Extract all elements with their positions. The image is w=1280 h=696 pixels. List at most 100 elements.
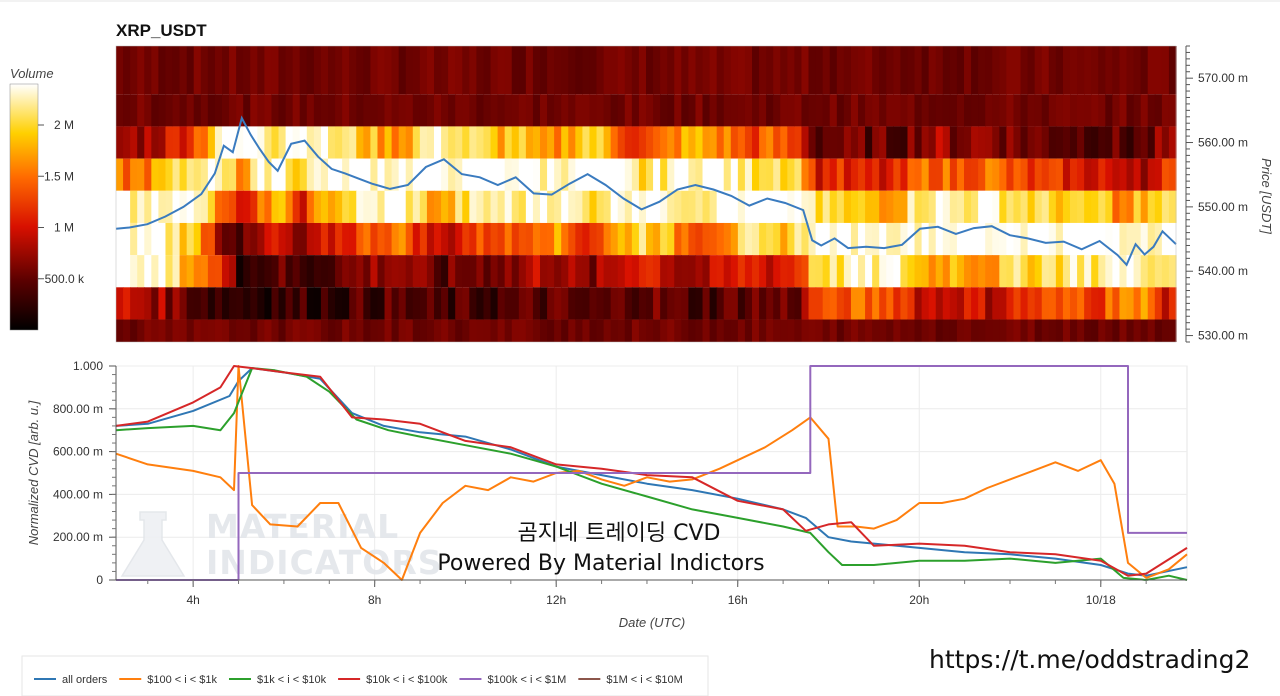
heatmap-cell	[886, 287, 894, 320]
heatmap-cell	[243, 94, 251, 127]
heatmap-cell	[1062, 126, 1071, 159]
heatmap-cell	[1055, 319, 1064, 342]
heatmap-cell	[992, 222, 1000, 256]
heatmap-cell	[596, 158, 605, 191]
heatmap-cell	[759, 94, 767, 127]
heatmap-cell	[497, 190, 506, 223]
price-tick-label: 530.00 m	[1198, 329, 1248, 343]
heatmap-cell	[808, 126, 817, 159]
heatmap-cell	[843, 46, 852, 95]
heatmap-cell	[151, 222, 159, 256]
heatmap-cell	[299, 255, 308, 288]
heatmap-cell	[667, 190, 675, 223]
heatmap-cell	[1140, 94, 1149, 127]
heatmap-cell	[674, 158, 682, 191]
heatmap-cell	[893, 255, 901, 288]
heatmap-cell	[971, 319, 979, 342]
heatmap-cell	[674, 222, 682, 256]
heatmap-cell	[836, 190, 845, 223]
heatmap-cell	[561, 222, 569, 256]
heatmap-cell	[787, 190, 795, 223]
heatmap-cell	[419, 46, 428, 95]
heatmap-cell	[914, 222, 923, 256]
heatmap-cell	[646, 46, 654, 95]
heatmap-cell	[836, 319, 845, 342]
heatmap-cell	[893, 287, 901, 320]
heatmap-cells	[116, 46, 1177, 342]
heatmap-cell	[158, 222, 167, 256]
heatmap-cell	[1034, 126, 1043, 159]
heatmap-cell	[773, 126, 781, 159]
heatmap-cell	[1070, 190, 1078, 223]
heatmap-cell	[964, 94, 972, 127]
heatmap-cell	[744, 319, 753, 342]
heatmap-cell	[935, 46, 944, 95]
heatmap-cell	[603, 158, 612, 191]
heatmap-cell	[214, 319, 223, 342]
heatmap-cell	[455, 94, 463, 127]
heatmap-cell	[992, 94, 1000, 127]
heatmap-cell	[264, 319, 273, 342]
heatmap-cell	[907, 255, 916, 288]
heatmap-cell	[695, 255, 704, 288]
x-tick-label: 10/18	[1086, 593, 1116, 607]
heatmap-cell	[158, 46, 167, 95]
heatmap-cell	[497, 222, 506, 256]
heatmap-cell	[1055, 46, 1064, 95]
heatmap-cell	[123, 287, 131, 320]
heatmap-cell	[978, 126, 986, 159]
heatmap-cell	[243, 255, 251, 288]
heatmap-cell	[525, 126, 534, 159]
heatmap-cell	[836, 94, 845, 127]
heatmap-cell	[822, 255, 831, 288]
heatmap-cell	[759, 255, 767, 288]
heatmap-cell	[716, 190, 725, 223]
heatmap-cell	[490, 46, 499, 95]
heatmap-cell	[1048, 94, 1057, 127]
heatmap-cell	[985, 94, 993, 127]
heatmap-cell	[419, 222, 428, 256]
heatmap-cell	[1119, 222, 1128, 256]
heatmap-cell	[843, 94, 852, 127]
heatmap-cell	[1006, 46, 1015, 95]
overlay-title: 곰지네 트레이딩 CVD	[517, 521, 720, 546]
heatmap-cell	[490, 287, 499, 320]
heatmap-cell	[653, 319, 661, 342]
heatmap-cell	[787, 46, 795, 95]
heatmap-cell	[1098, 255, 1106, 288]
heatmap-cell	[426, 255, 435, 288]
heatmap-cell	[1048, 319, 1057, 342]
heatmap-cell	[257, 126, 265, 159]
heatmap-cell	[222, 126, 230, 159]
heatmap-cell	[137, 222, 145, 256]
heatmap-cell	[130, 158, 138, 191]
heatmap-cell	[949, 222, 958, 256]
heatmap-cell	[525, 94, 534, 127]
heatmap-cell	[1154, 46, 1163, 95]
telegram-link[interactable]: https://t.me/oddstrading2	[929, 645, 1250, 674]
heatmap-cell	[624, 255, 633, 288]
heatmap-cell	[434, 255, 442, 288]
heatmap-cell	[349, 158, 357, 191]
heatmap-cell	[250, 46, 258, 95]
heatmap-cell	[893, 190, 901, 223]
heatmap-cell	[730, 255, 739, 288]
heatmap-cell	[1077, 319, 1085, 342]
heatmap-cell	[483, 319, 492, 342]
heatmap-cell	[617, 94, 626, 127]
x-tick-label: 16h	[728, 593, 748, 607]
heatmap-cell	[921, 94, 930, 127]
heatmap-cell	[320, 287, 329, 320]
heatmap-cell	[610, 255, 619, 288]
heatmap-cell	[631, 222, 640, 256]
heatmap-cell	[822, 287, 831, 320]
heatmap-cell	[631, 126, 640, 159]
heatmap-cell	[398, 319, 407, 342]
heatmap-cell	[1041, 190, 1050, 223]
heatmap-cell	[1020, 126, 1029, 159]
heatmap-cell	[342, 46, 350, 95]
heatmap-cell	[391, 190, 400, 223]
heatmap-cell	[497, 94, 506, 127]
heatmap-cell	[942, 255, 951, 288]
heatmap-cell	[1084, 94, 1092, 127]
